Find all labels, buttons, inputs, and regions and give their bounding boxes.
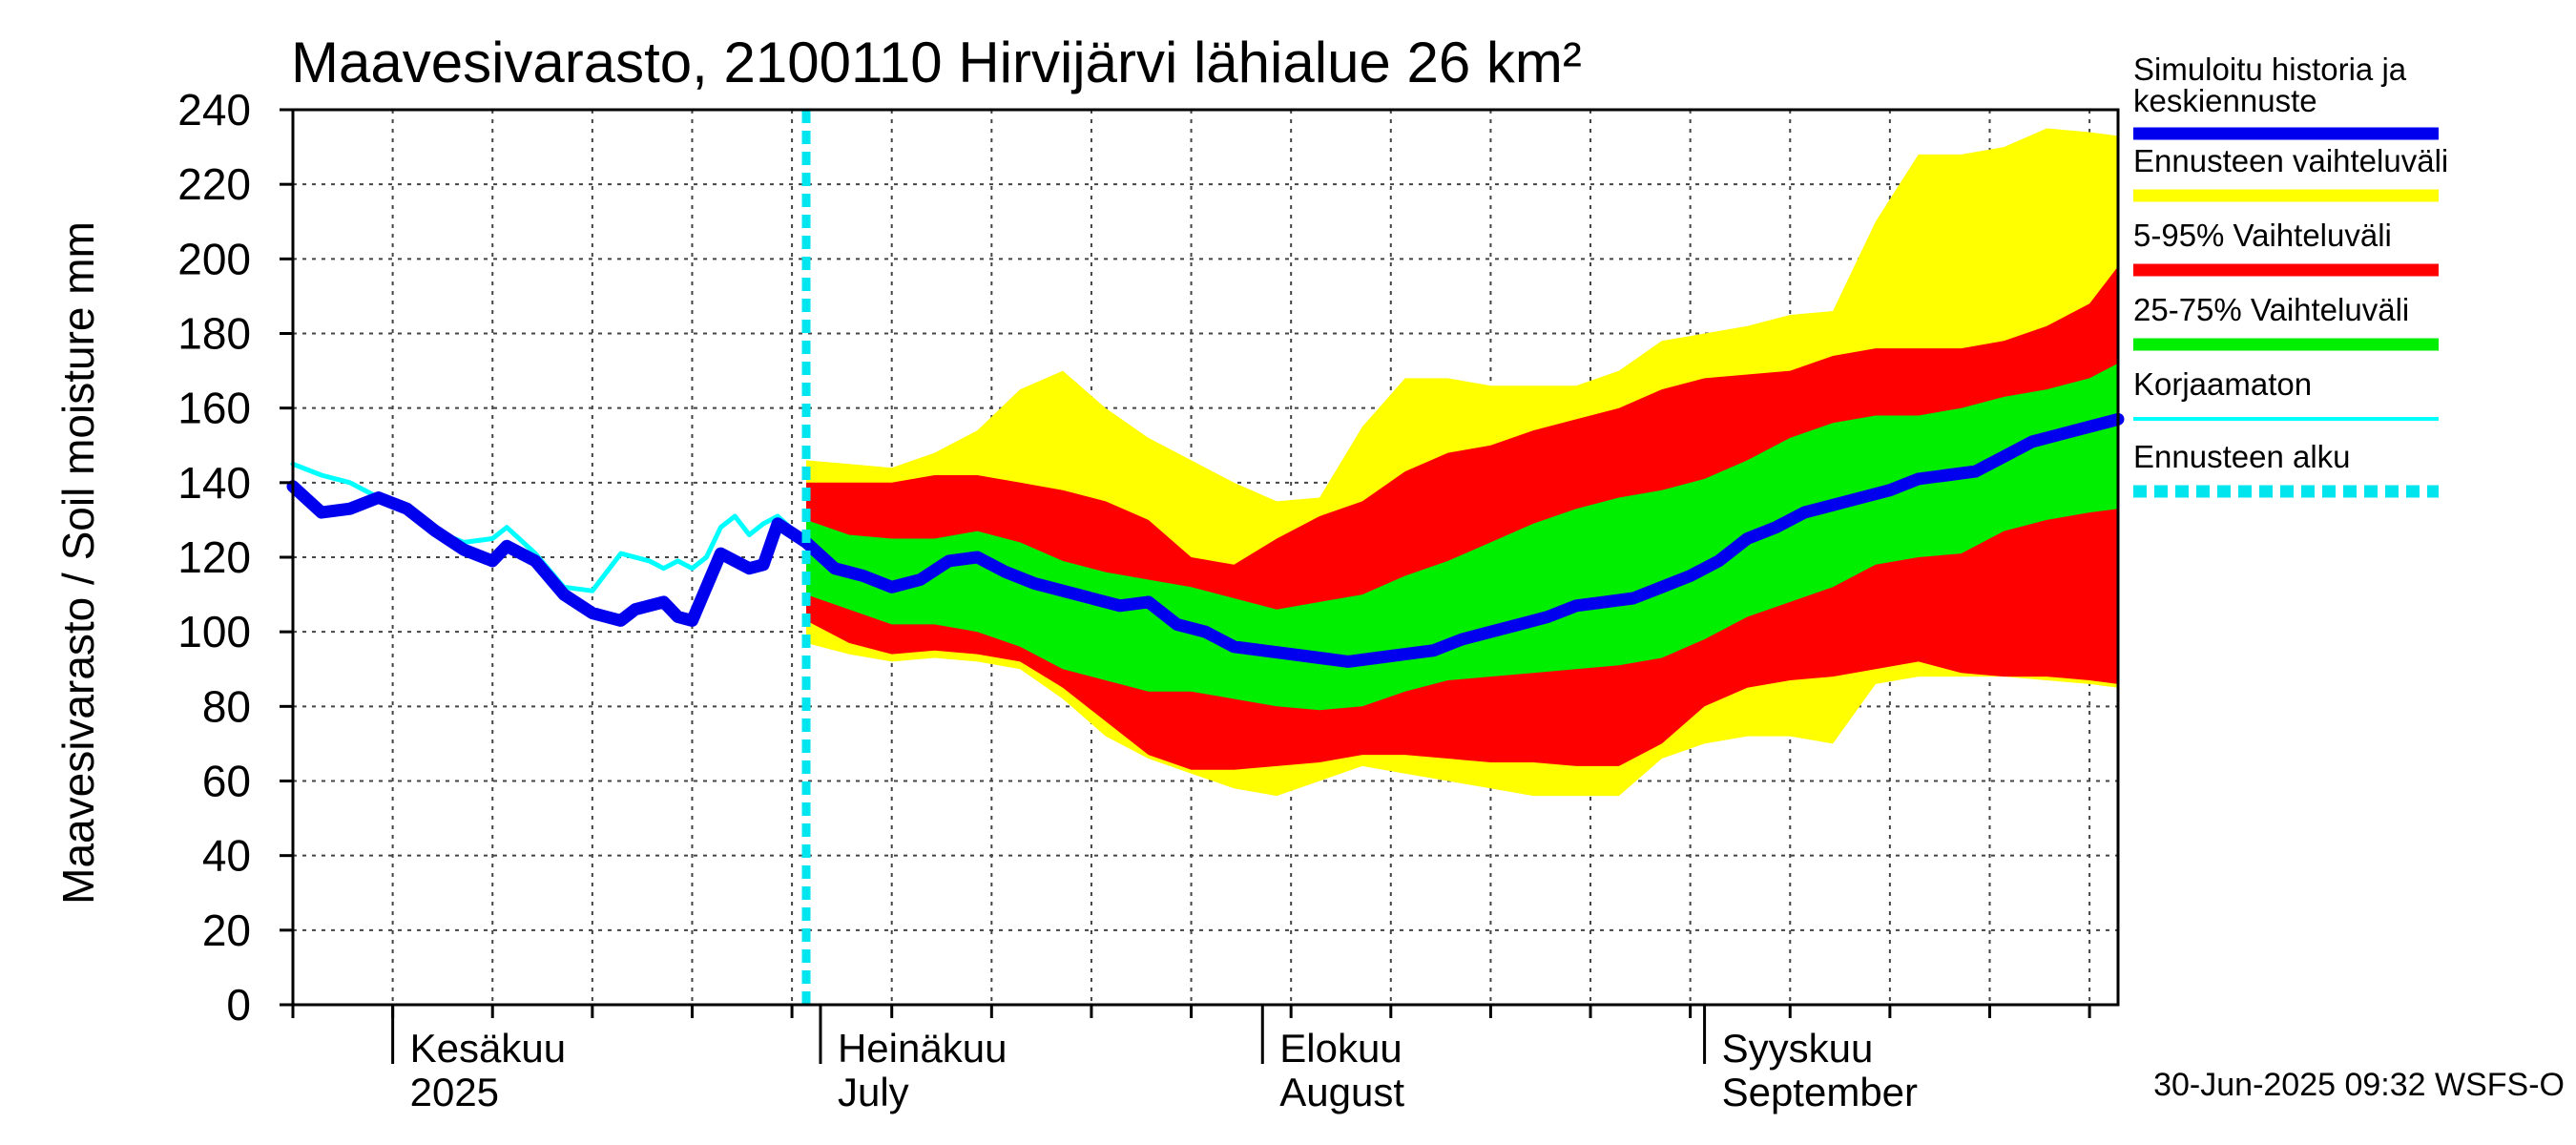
y-axis-ticks: 0 20 40 60 80 100 120 140 160 180 200 220 240 <box>177 85 293 1030</box>
y-tick-label: 120 <box>177 532 251 582</box>
y-tick-label: 60 <box>202 757 251 806</box>
legend-label: Ennusteen vaihteluväli <box>2133 143 2448 178</box>
grid <box>293 110 2118 1005</box>
y-tick-label: 40 <box>202 831 251 881</box>
x-month-label: Syyskuu <box>1722 1026 1874 1071</box>
y-tick-label: 240 <box>177 85 251 135</box>
y-tick-label: 160 <box>177 384 251 433</box>
legend-label: Korjaamaton <box>2133 366 2312 402</box>
series-mean-line <box>286 412 2125 668</box>
y-tick-label: 140 <box>177 458 251 508</box>
series-lines <box>286 412 2125 668</box>
legend-label: 5-95% Vaihteluväli <box>2133 218 2392 253</box>
x-month-label: Kesäkuu <box>410 1026 566 1071</box>
y-tick-label: 20 <box>202 906 251 955</box>
legend-label: Ennusteen alku <box>2133 439 2351 474</box>
legend-label: keskiennuste <box>2133 83 2317 118</box>
y-tick-label: 80 <box>202 681 251 731</box>
chart-title: Maavesivarasto, 2100110 Hirvijärvi lähia… <box>291 31 1582 94</box>
y-tick-label: 200 <box>177 234 251 283</box>
x-month-sublabel: September <box>1722 1070 1918 1114</box>
timestamp: 30-Jun-2025 09:32 WSFS-O <box>2153 1067 2565 1103</box>
y-tick-label: 220 <box>177 159 251 209</box>
forecast-bands <box>806 128 2118 797</box>
legend-label: 25-75% Vaihteluväli <box>2133 292 2409 327</box>
x-month-label: Heinäkuu <box>838 1026 1007 1071</box>
x-month-label: Elokuu <box>1279 1026 1402 1071</box>
y-axis-label: Maavesivarasto / Soil moisture mm <box>53 221 103 905</box>
x-month-sublabel: August <box>1279 1070 1404 1114</box>
band-25-75-vaihteluv-li <box>806 363 2118 711</box>
x-month-sublabel: July <box>838 1070 909 1114</box>
y-tick-label: 180 <box>177 309 251 359</box>
y-tick-label: 0 <box>226 980 251 1030</box>
x-month-sublabel: 2025 <box>410 1070 499 1114</box>
legend-label: Simuloitu historia ja <box>2133 52 2407 87</box>
y-tick-label: 100 <box>177 607 251 656</box>
